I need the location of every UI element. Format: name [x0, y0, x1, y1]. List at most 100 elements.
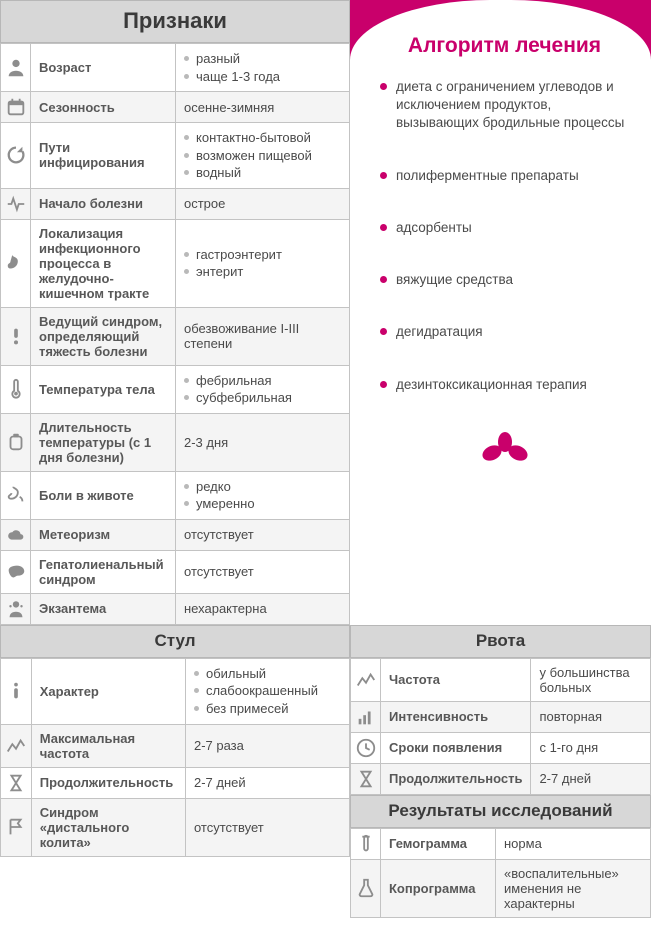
signs-label: Локализация инфекционного процесса в жел… [31, 219, 176, 307]
stool-label: Синдром «дистального колита» [31, 798, 185, 856]
stool-row: Продолжительность2-7 дней [1, 767, 350, 798]
badge-icon [1, 413, 31, 471]
algorithm-item: вяжущие средства [380, 271, 629, 323]
signs-value-item: редко [184, 478, 341, 496]
signs-label: Возраст [31, 44, 176, 92]
signs-label: Метеоризм [31, 519, 176, 550]
algorithm-column: Алгоритм лечения диета с ограничением уг… [350, 0, 651, 625]
signs-table: Возраст разныйчаще 1-3 года Сезонностьосен… [0, 43, 350, 625]
signs-value-item: чаще 1-3 года [184, 68, 341, 86]
person-icon [1, 44, 31, 92]
stool-value-item: без примесей [194, 700, 341, 718]
signs-label: Длительность температуры (с 1 дня болезн… [31, 413, 176, 471]
results-value: норма [496, 828, 651, 859]
signs-label: Экзантема [31, 593, 176, 624]
vomit-value: повторная [531, 701, 651, 732]
algorithm-item: адсорбенты [380, 219, 629, 271]
stool-value: 2-7 раза [185, 724, 349, 767]
stomach-icon [1, 219, 31, 307]
vomit-label: Интенсивность [381, 701, 531, 732]
signs-value-item: энтерит [184, 263, 341, 281]
exclaim-icon [1, 307, 31, 365]
signs-label: Ведущий синдром, определяющий тяжесть бо… [31, 307, 176, 365]
info-icon [1, 658, 32, 724]
vomit-table: Частотау большинства больныхИнтенсивност… [350, 658, 651, 795]
top-row: Признаки Возраст разныйчаще 1-3 года Сезон… [0, 0, 651, 625]
signs-row: Метеоризмотсутствует [1, 519, 350, 550]
signs-value: 2-3 дня [176, 413, 350, 471]
signs-header: Признаки [0, 0, 350, 43]
stool-label: Продолжительность [31, 767, 185, 798]
bars-icon [351, 701, 381, 732]
signs-value-item: субфебрильная [184, 389, 341, 407]
stool-value-item: обильный [194, 665, 341, 683]
signs-row: Длительность температуры (с 1 дня болезн… [1, 413, 350, 471]
stool-value: обильныйслабоокрашенныйбез примесей [185, 658, 349, 724]
results-label: Копрограмма [381, 859, 496, 917]
signs-row: Локализация инфекционного процесса в жел… [1, 219, 350, 307]
signs-value-item: возможен пищевой [184, 147, 341, 165]
stool-table: Характеробильныйслабоокрашенныйбез приме… [0, 658, 350, 857]
algorithm-title: Алгоритм лечения [380, 34, 629, 58]
signs-value-item: контактно-бытовой [184, 129, 341, 147]
cloud-icon [1, 519, 31, 550]
signs-value: фебрильнаясубфебрильная [176, 365, 350, 413]
signs-row: Экзантеманехарактерна [1, 593, 350, 624]
vomit-label: Частота [381, 658, 531, 701]
vomit-value: с 1-го дня [531, 732, 651, 763]
signs-value: отсутствует [176, 519, 350, 550]
algorithm-item: дезинтоксикационная терапия [380, 376, 629, 428]
signs-value: контактно-бытовойвозможен пищевойводный [176, 123, 350, 189]
stool-header: Стул [0, 625, 350, 658]
pulse-icon [1, 188, 31, 219]
signs-row: Боли в животередкоумеренно [1, 471, 350, 519]
signs-label: Начало болезни [31, 188, 176, 219]
signs-value: отсутствует [176, 550, 350, 593]
signs-value: обезвоживание I-III степени [176, 307, 350, 365]
algorithm-item: диета с ограничением углеводов и исключе… [380, 78, 629, 167]
signs-label: Пути инфицирования [31, 123, 176, 189]
algorithm-item: дегидратация [380, 323, 629, 375]
stool-label: Максимальная частота [31, 724, 185, 767]
signs-value: гастроэнтеритэнтерит [176, 219, 350, 307]
signs-value: редкоумеренно [176, 471, 350, 519]
signs-row: Возраст разныйчаще 1-3 года [1, 44, 350, 92]
calendar-icon [1, 92, 31, 123]
vomit-row: Частотау большинства больных [351, 658, 651, 701]
vomit-column: Рвота Частотау большинства больныхИнтенс… [350, 625, 651, 918]
signs-value-item: фебрильная [184, 372, 341, 390]
stool-value-item: слабоокрашенный [194, 682, 341, 700]
flask-icon [351, 859, 381, 917]
vomit-row: Продолжительность2-7 дней [351, 763, 651, 794]
chart-icon [351, 658, 381, 701]
algorithm-list: диета с ограничением углеводов и исключе… [380, 78, 629, 428]
flag-icon [1, 798, 32, 856]
signs-row: Ведущий синдром, определяющий тяжесть бо… [1, 307, 350, 365]
tube-icon [351, 828, 381, 859]
signs-value-item: разный [184, 50, 341, 68]
signs-label: Боли в животе [31, 471, 176, 519]
signs-row: Сезонностьосенне-зимняя [1, 92, 350, 123]
hourglass-icon [1, 767, 32, 798]
results-row: Гемограмманорма [351, 828, 651, 859]
results-header: Результаты исследований [350, 795, 651, 828]
vomit-value: у большинства больных [531, 658, 651, 701]
signs-label: Сезонность [31, 92, 176, 123]
results-row: Копрограмма«воспалительные» именения не … [351, 859, 651, 917]
signs-value: нехарактерна [176, 593, 350, 624]
results-value: «воспалительные» именения не характерны [496, 859, 651, 917]
clock-icon [351, 732, 381, 763]
vomit-value: 2-7 дней [531, 763, 651, 794]
signs-row: Гепатолиенальный синдромотсутствует [1, 550, 350, 593]
vomit-row: Сроки появленияс 1-го дня [351, 732, 651, 763]
signs-label: Гепатолиенальный синдром [31, 550, 176, 593]
liver-icon [1, 550, 31, 593]
signs-value-item: гастроэнтерит [184, 246, 341, 264]
stool-value: 2-7 дней [185, 767, 349, 798]
stool-column: Стул Характеробильныйслабоокрашенныйбез … [0, 625, 350, 918]
stool-row: Максимальная частота2-7 раза [1, 724, 350, 767]
signs-value: острое [176, 188, 350, 219]
algorithm-item: полиферментные препараты [380, 167, 629, 219]
signs-column: Признаки Возраст разныйчаще 1-3 года Сезон… [0, 0, 350, 625]
signs-value-item: водный [184, 164, 341, 182]
